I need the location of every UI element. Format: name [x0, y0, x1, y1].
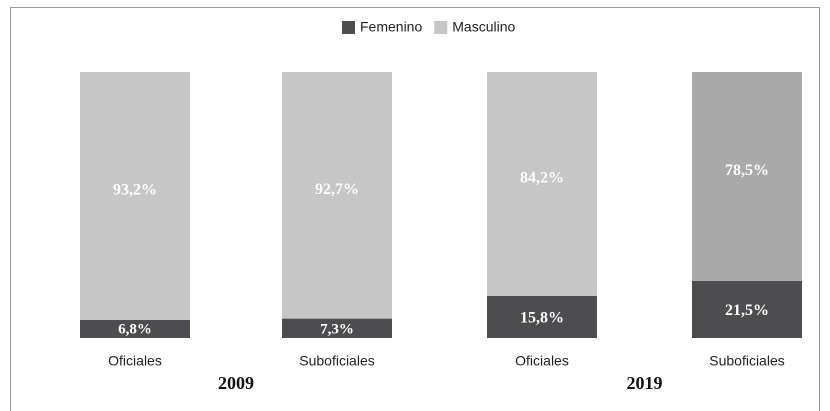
value-label: 78,5% — [725, 162, 769, 179]
bar-segment — [80, 319, 190, 338]
value-label: 6,8% — [118, 321, 152, 337]
bar-segment — [692, 72, 802, 281]
value-label: 84,2% — [520, 170, 564, 187]
value-label: 93,2% — [113, 182, 157, 199]
bar-segment — [692, 280, 802, 338]
value-label: 15,8% — [520, 310, 564, 327]
value-label: 92,7% — [315, 181, 359, 198]
legend-label: Masculino — [452, 19, 515, 35]
group-label: 2019 — [627, 373, 663, 393]
x-tick-label: Suboficiales — [299, 353, 375, 369]
bar-segment — [487, 72, 597, 296]
frame — [10, 7, 820, 411]
bar-segment — [487, 295, 597, 338]
legend-label: Femenino — [360, 19, 422, 35]
bar-segment — [282, 72, 392, 319]
bar-segment — [80, 72, 190, 320]
x-tick-label: Oficiales — [108, 353, 162, 369]
group-label: 2009 — [218, 373, 254, 393]
value-label: 21,5% — [725, 302, 769, 319]
legend-swatch — [342, 21, 355, 34]
value-label: 7,3% — [320, 321, 354, 337]
x-tick-label: Suboficiales — [709, 353, 785, 369]
legend-swatch — [434, 21, 448, 34]
x-tick-label: Oficiales — [515, 353, 569, 369]
bar-segment — [282, 318, 392, 338]
